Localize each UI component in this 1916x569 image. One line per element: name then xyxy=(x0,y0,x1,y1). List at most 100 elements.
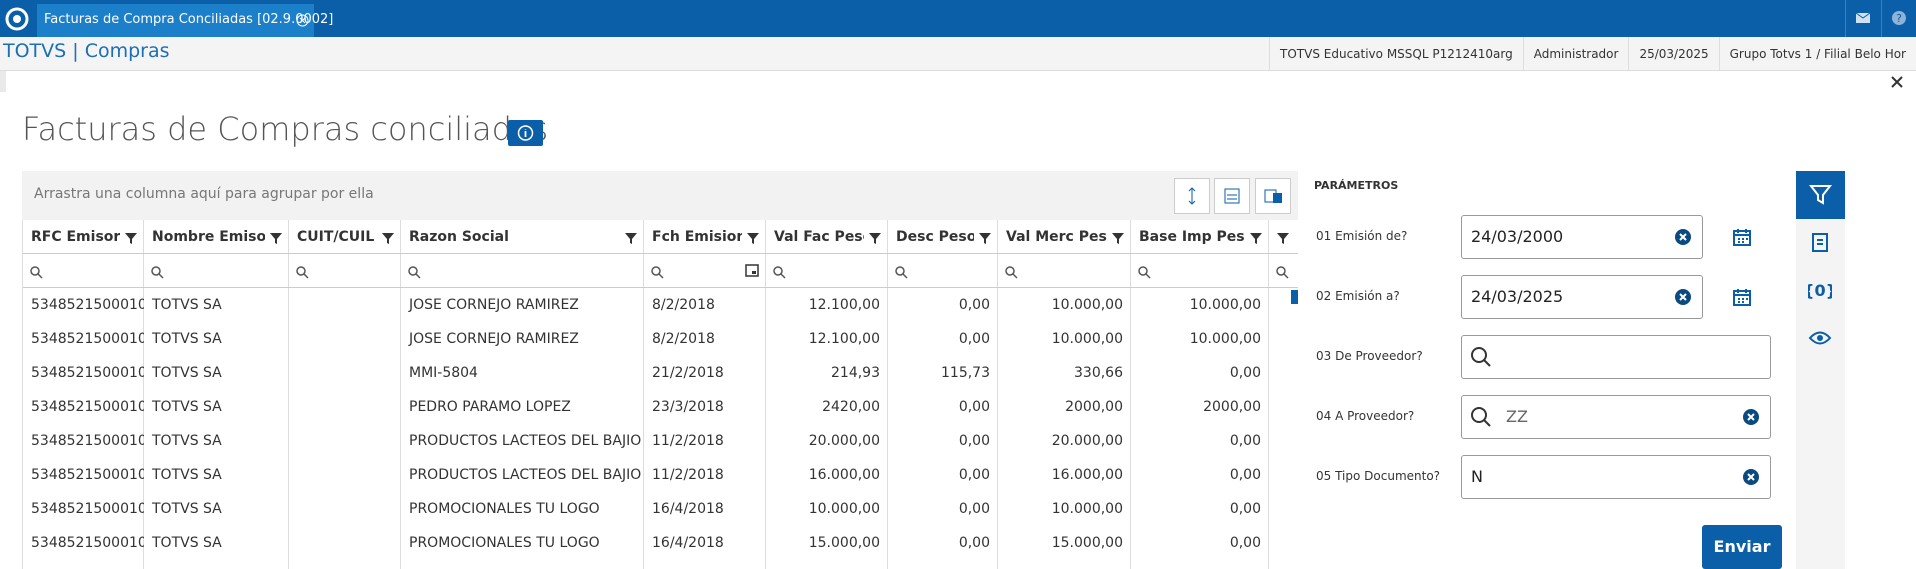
field-label: 04 A Proveedor? xyxy=(1316,409,1415,423)
column-filter[interactable] xyxy=(381,230,395,249)
column-filter[interactable] xyxy=(868,230,882,249)
filter-search[interactable] xyxy=(1004,264,1018,283)
column-filter[interactable] xyxy=(624,230,638,249)
filter-search[interactable] xyxy=(295,264,309,283)
field-value: 24/03/2000 xyxy=(1471,227,1564,246)
grid-cell: 8/2/2018 xyxy=(652,331,715,347)
grid-cell: 16/4/2018 xyxy=(652,535,724,551)
clear-icon[interactable] xyxy=(1674,228,1692,250)
field-input[interactable] xyxy=(1461,335,1771,379)
grid-cell: 0,00 xyxy=(958,399,990,415)
grid-cell: 12.100,00 xyxy=(808,331,880,347)
clear-icon[interactable] xyxy=(1742,408,1760,430)
grid-button[interactable] xyxy=(1255,178,1291,214)
column-header: CUIT/CUIL xyxy=(297,229,375,245)
col-divider xyxy=(400,220,401,569)
variables-tab[interactable]: {0} xyxy=(1808,278,1832,302)
column-filter[interactable] xyxy=(1249,230,1263,249)
date-picker[interactable] xyxy=(744,262,760,282)
grid-cell: 0,00 xyxy=(958,297,990,313)
tab[interactable] xyxy=(37,4,314,37)
group-placeholder: Arrastra una columna aquí para agrupar p… xyxy=(34,186,374,202)
app-name: TOTVS | Compras xyxy=(3,40,170,62)
grid-cell: 15.000,00 xyxy=(1051,535,1123,551)
column-header: Desc Peso xyxy=(896,229,974,245)
filter-search[interactable] xyxy=(1137,264,1151,283)
filter-tab[interactable] xyxy=(1796,171,1845,219)
column-filter[interactable] xyxy=(746,230,760,249)
grid-cell: 53485215000106 xyxy=(31,501,144,517)
help-icon[interactable]: ? xyxy=(1891,10,1907,26)
field-input[interactable] xyxy=(1461,455,1771,499)
grid-cell: 8/2/2018 xyxy=(652,297,715,313)
calendar-icon[interactable] xyxy=(1731,226,1753,252)
grid-cell: PROMOCIONALES TU LOGO xyxy=(409,501,600,517)
grid-cell: 0,00 xyxy=(958,467,990,483)
filter-search[interactable] xyxy=(150,264,164,283)
side-toolbar xyxy=(1796,171,1845,569)
column-filter[interactable] xyxy=(269,230,283,249)
grid-cell: 53485215000106 xyxy=(31,399,144,415)
clipboard-tab[interactable] xyxy=(1808,230,1832,254)
filter-search[interactable] xyxy=(772,264,786,283)
calendar-icon[interactable] xyxy=(1731,286,1753,312)
grid-cell: 10.000,00 xyxy=(1189,297,1261,313)
field-value: 24/03/2025 xyxy=(1471,287,1564,306)
grid-cell: 2420,00 xyxy=(822,399,880,415)
grid-cell: TOTVS SA xyxy=(152,297,222,313)
clear-icon[interactable] xyxy=(1674,288,1692,310)
info-item: Grupo Totvs 1 / Filial Belo Hor xyxy=(1718,37,1916,71)
grid-cell: TOTVS SA xyxy=(152,331,222,347)
column-header: Fch Emision xyxy=(652,229,742,245)
filter-search[interactable] xyxy=(650,264,664,283)
grid-cell: PEDRO PARAMO LOPEZ xyxy=(409,399,571,415)
column-filter[interactable] xyxy=(978,230,992,249)
grid-cell: 20.000,00 xyxy=(808,433,880,449)
filter-search[interactable] xyxy=(407,264,421,283)
header-line xyxy=(23,253,1298,254)
grid-cell: 21/2/2018 xyxy=(652,365,724,381)
grid-cell: 0,00 xyxy=(958,331,990,347)
submit-button[interactable]: Enviar xyxy=(1702,525,1782,569)
info-button[interactable] xyxy=(508,120,543,146)
view-tab[interactable] xyxy=(1808,326,1832,350)
field-input[interactable] xyxy=(1461,215,1703,259)
grid-button[interactable] xyxy=(1214,178,1250,214)
grid-cell: 53485215000106 xyxy=(31,331,144,347)
grid-button[interactable] xyxy=(1174,178,1210,214)
col-divider xyxy=(143,220,144,569)
info-item: TOTVS Educativo MSSQL P1212410arg xyxy=(1269,37,1523,71)
grid-cell: 0,00 xyxy=(1229,365,1261,381)
column-filter[interactable] xyxy=(1111,230,1125,249)
grid-cell: 11/2/2018 xyxy=(652,433,724,449)
field-value: N xyxy=(1471,467,1483,486)
svg-text:{0}: {0} xyxy=(1808,281,1832,300)
grid-cell: 11/2/2018 xyxy=(652,467,724,483)
field-input[interactable] xyxy=(1461,275,1703,319)
mail-icon[interactable] xyxy=(1855,11,1871,25)
col-divider xyxy=(887,220,888,569)
info-item: Administrador xyxy=(1522,37,1629,71)
filter-search[interactable] xyxy=(29,264,43,283)
grid-cell: 53485215000106 xyxy=(31,467,144,483)
filter-search[interactable] xyxy=(894,264,908,283)
column-header: Val Merc Peso xyxy=(1006,229,1107,245)
divider xyxy=(1845,0,1846,37)
grid-cell: 10.000,00 xyxy=(1051,297,1123,313)
field-input[interactable] xyxy=(1461,395,1771,439)
grid-cell: 214,93 xyxy=(831,365,880,381)
filter-search[interactable] xyxy=(1275,264,1289,283)
column-header: Val Fac Peso xyxy=(774,229,864,245)
close-page[interactable] xyxy=(1890,75,1904,89)
search-icon xyxy=(1470,346,1492,372)
tab-close[interactable] xyxy=(296,14,309,27)
column-header: RFC Emisor xyxy=(31,229,120,245)
grid-cell: 0,00 xyxy=(1229,535,1261,551)
grid-cell: 10.000,00 xyxy=(1051,331,1123,347)
column-filter[interactable] xyxy=(124,230,138,249)
column-filter[interactable] xyxy=(1276,230,1290,249)
top-bar xyxy=(0,0,1916,37)
clear-icon[interactable] xyxy=(1742,468,1760,490)
filter-line xyxy=(23,287,1298,288)
